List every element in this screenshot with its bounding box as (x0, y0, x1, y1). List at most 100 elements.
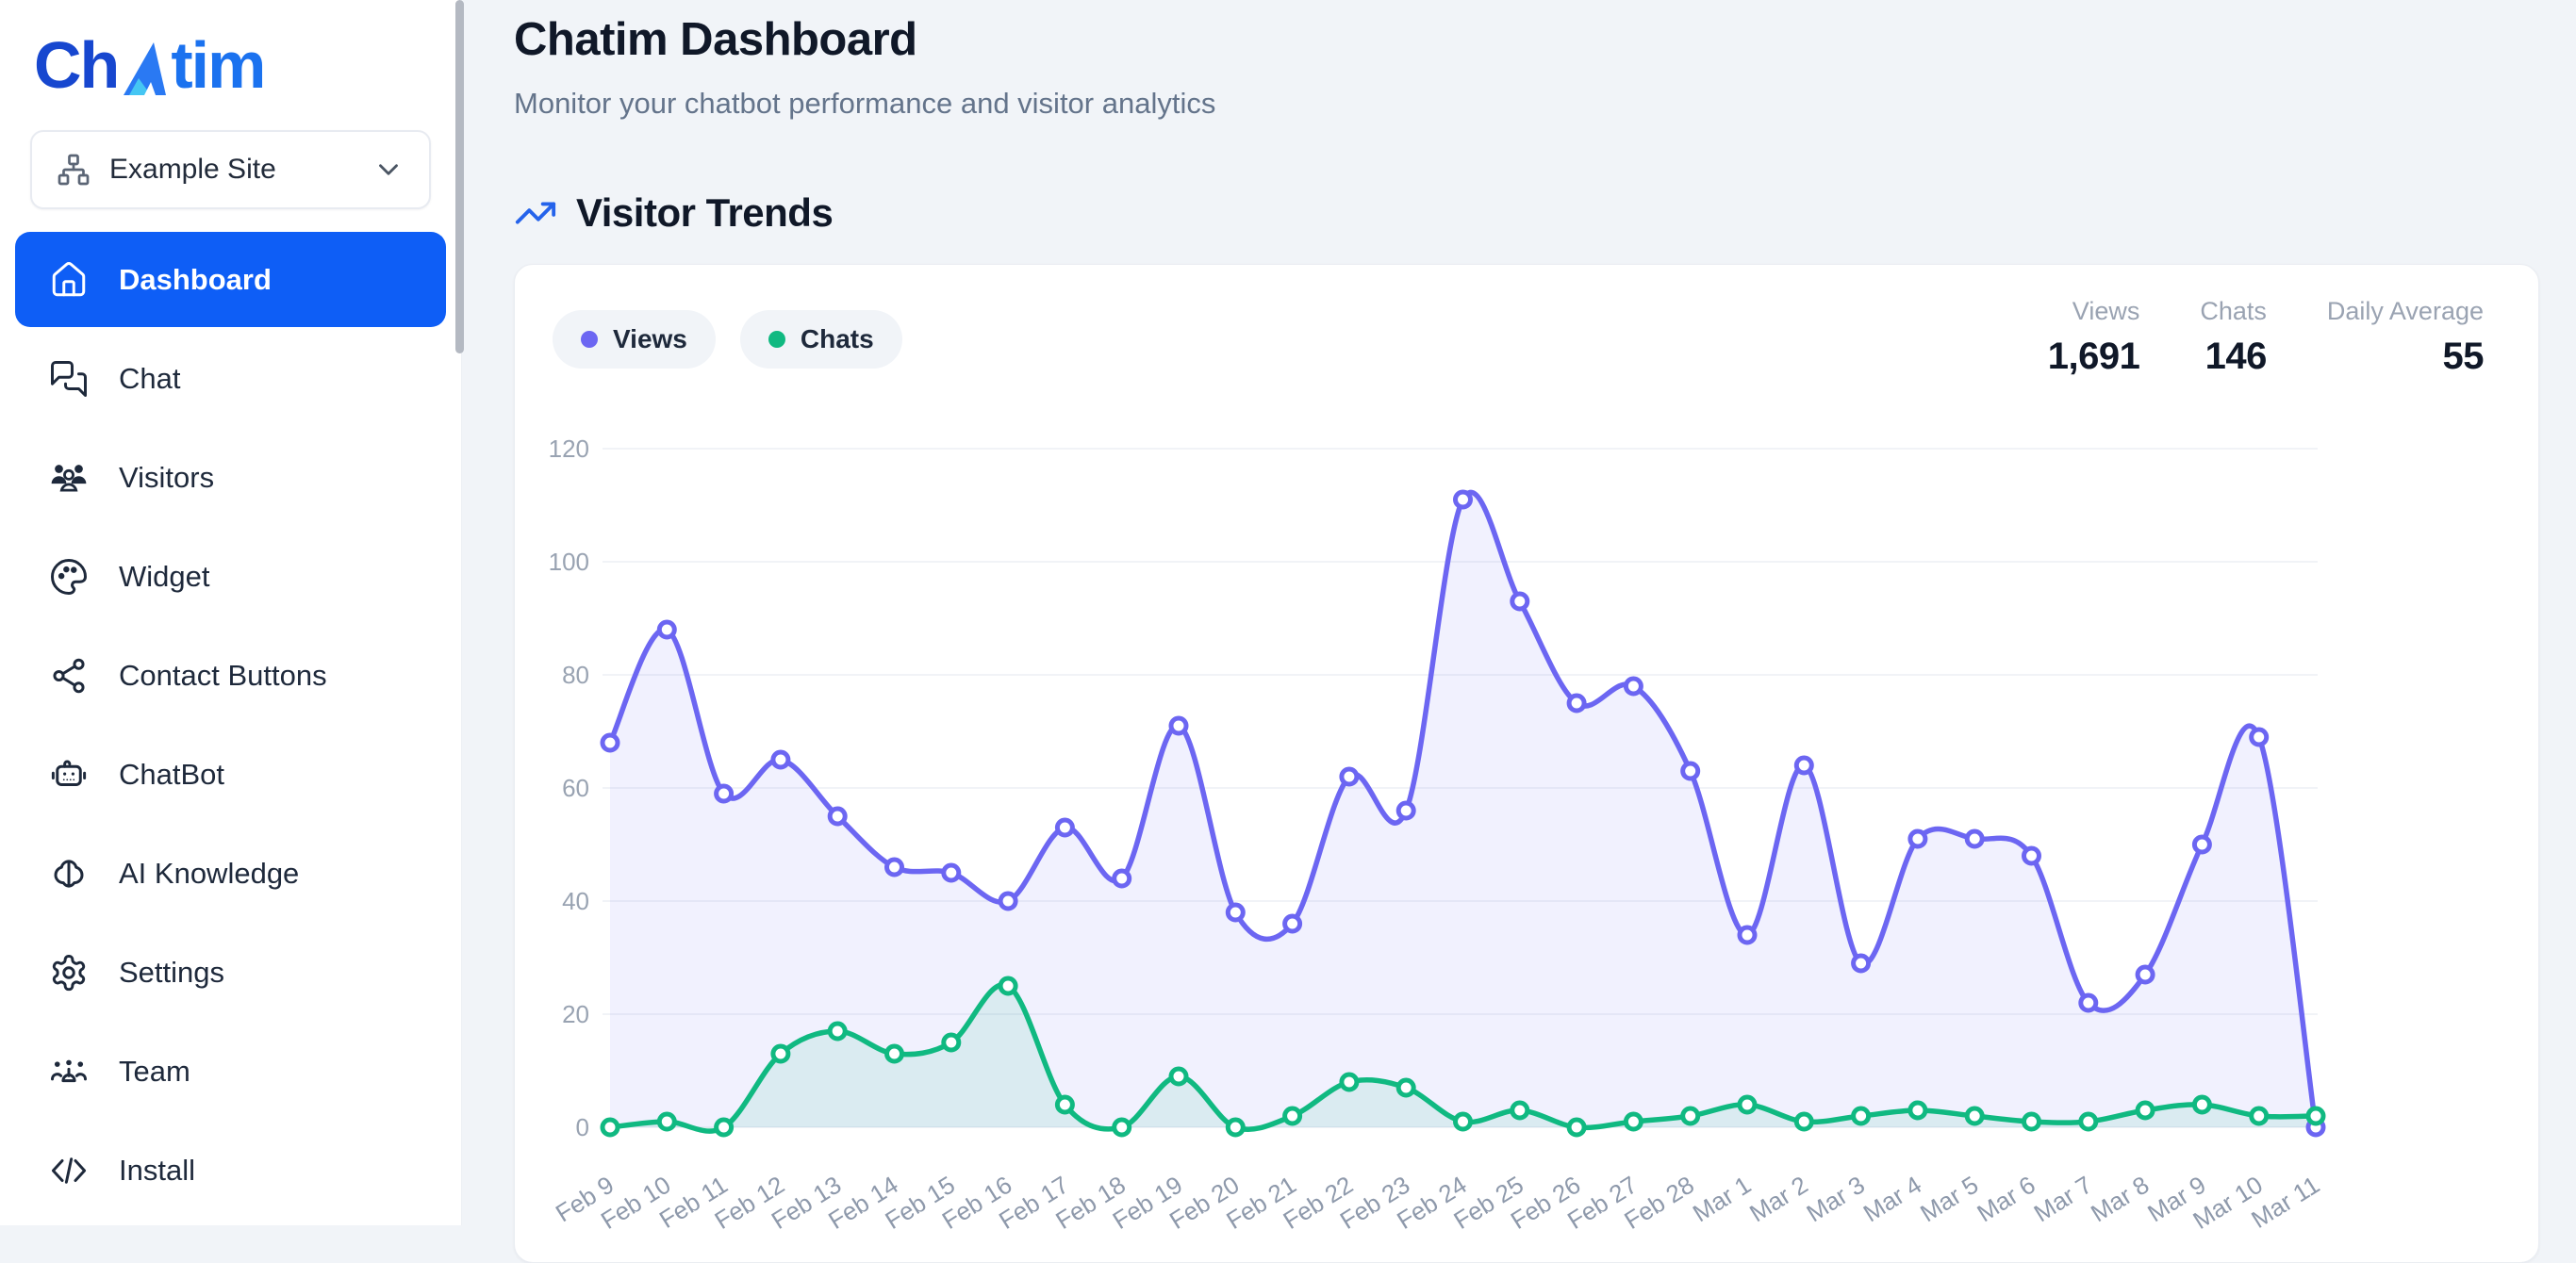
chart-stats: Views 1,691 Chats 146 Daily Average 55 (2048, 297, 2484, 378)
chats-point[interactable] (1796, 1114, 1811, 1129)
site-selector-label: Example Site (109, 154, 372, 186)
views-point[interactable] (1057, 820, 1072, 835)
chats-point[interactable] (2252, 1108, 2267, 1124)
views-point[interactable] (1854, 956, 1869, 971)
chats-point[interactable] (2024, 1114, 2039, 1129)
stat-label: Chats (2200, 297, 2267, 326)
views-point[interactable] (1228, 905, 1243, 920)
chats-point[interactable] (1342, 1074, 1357, 1090)
views-point[interactable] (1398, 803, 1413, 818)
views-point[interactable] (603, 735, 618, 750)
chats-point[interactable] (1967, 1108, 1982, 1124)
y-tick-label: 40 (562, 887, 589, 915)
sidebar-item-label: Dashboard (119, 263, 272, 297)
chats-point[interactable] (1740, 1097, 1755, 1112)
chats-point[interactable] (1285, 1108, 1300, 1124)
chats-point[interactable] (944, 1035, 959, 1050)
chats-point[interactable] (1456, 1114, 1471, 1129)
views-point[interactable] (2252, 730, 2267, 745)
chats-point[interactable] (1626, 1114, 1641, 1129)
views-point[interactable] (2081, 995, 2096, 1010)
views-point[interactable] (1512, 594, 1527, 609)
chats-point[interactable] (1171, 1069, 1186, 1084)
chats-point[interactable] (1683, 1108, 1698, 1124)
views-point[interactable] (717, 786, 732, 801)
views-point[interactable] (659, 622, 674, 637)
views-point[interactable] (1569, 696, 1584, 711)
sidebar-item-widget[interactable]: Widget (15, 529, 446, 624)
views-point[interactable] (1115, 871, 1130, 886)
views-point[interactable] (2138, 967, 2153, 982)
sidebar-item-settings[interactable]: Settings (15, 925, 446, 1020)
y-tick-label: 0 (576, 1113, 589, 1141)
chats-point[interactable] (1000, 978, 1016, 993)
sidebar-item-visitors[interactable]: Visitors (15, 430, 446, 525)
palette-icon (49, 557, 89, 597)
sidebar-item-ai-knowledge[interactable]: AI Knowledge (15, 826, 446, 921)
views-point[interactable] (830, 809, 845, 824)
home-icon (49, 260, 89, 300)
views-point[interactable] (1342, 769, 1357, 784)
chart-legend: Views Chats (553, 310, 902, 369)
views-point[interactable] (1285, 916, 1300, 931)
sitemap-icon (57, 153, 91, 187)
chatim-logo[interactable]: Ch tim (0, 0, 461, 98)
chats-point[interactable] (2194, 1097, 2209, 1112)
chats-point[interactable] (1569, 1120, 1584, 1135)
chats-point[interactable] (2308, 1108, 2323, 1124)
views-point[interactable] (1626, 679, 1641, 694)
chats-point[interactable] (2081, 1114, 2096, 1129)
chats-point[interactable] (1854, 1108, 1869, 1124)
x-tick-label: Mar 5 (1915, 1171, 1983, 1228)
views-point[interactable] (1683, 763, 1698, 779)
visitors-icon (49, 458, 89, 498)
sidebar-item-label: Widget (119, 560, 209, 594)
logo-text-tim: tim (171, 32, 264, 98)
views-point[interactable] (944, 865, 959, 880)
views-point[interactable] (1910, 831, 1925, 846)
sidebar-scrollbar-thumb[interactable] (455, 0, 464, 353)
chats-point[interactable] (830, 1024, 845, 1039)
x-tick-label: Mar 3 (1802, 1171, 1870, 1228)
chats-point[interactable] (1910, 1103, 1925, 1118)
bot-icon (49, 755, 89, 795)
views-point[interactable] (1456, 492, 1471, 507)
sidebar-item-team[interactable]: Team (15, 1024, 446, 1119)
sidebar-item-install[interactable]: Install (15, 1123, 446, 1218)
legend-pill-chats[interactable]: Chats (740, 310, 902, 369)
chats-point[interactable] (603, 1120, 618, 1135)
views-point[interactable] (2024, 848, 2039, 863)
stat-value: 146 (2205, 336, 2267, 378)
chats-point[interactable] (1228, 1120, 1243, 1135)
sidebar-item-dashboard[interactable]: Dashboard (15, 232, 446, 327)
y-tick-label: 120 (549, 435, 589, 463)
chats-point[interactable] (1512, 1103, 1527, 1118)
views-point[interactable] (1000, 894, 1016, 909)
views-point[interactable] (887, 860, 902, 875)
chats-point[interactable] (717, 1120, 732, 1135)
visitor-trends-header: Visitor Trends (514, 190, 2538, 236)
sidebar-item-chat[interactable]: Chat (15, 331, 446, 426)
views-point[interactable] (773, 752, 788, 767)
chats-point[interactable] (659, 1114, 674, 1129)
views-point[interactable] (1740, 927, 1755, 943)
chats-point[interactable] (773, 1046, 788, 1061)
chevron-down-icon (372, 154, 405, 186)
views-point[interactable] (1171, 718, 1186, 733)
sidebar-item-label: Contact Buttons (119, 659, 327, 693)
legend-label: Views (613, 324, 687, 354)
chats-point[interactable] (1398, 1080, 1413, 1095)
chats-point[interactable] (2138, 1103, 2153, 1118)
views-point[interactable] (1796, 758, 1811, 773)
chats-point[interactable] (887, 1046, 902, 1061)
chats-point[interactable] (1057, 1097, 1072, 1112)
sidebar-item-chatbot[interactable]: ChatBot (15, 727, 446, 822)
sidebar-item-contact-buttons[interactable]: Contact Buttons (15, 628, 446, 723)
legend-pill-views[interactable]: Views (553, 310, 716, 369)
views-point[interactable] (1967, 831, 1982, 846)
stat-views: Views 1,691 (2048, 297, 2140, 378)
views-point[interactable] (2194, 837, 2209, 852)
chats-point[interactable] (1115, 1120, 1130, 1135)
site-selector-dropdown[interactable]: Example Site (30, 130, 431, 209)
